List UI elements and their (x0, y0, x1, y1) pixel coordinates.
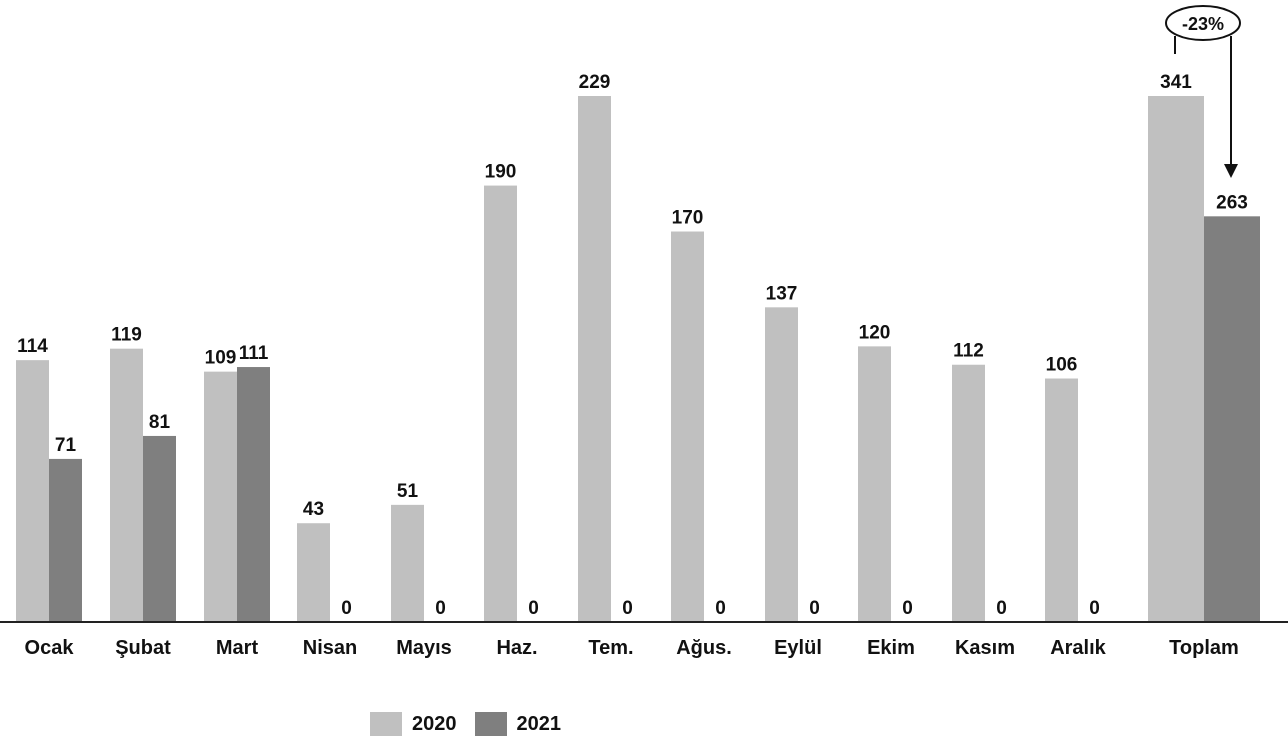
category-label-6: Tem. (588, 637, 633, 659)
value-label-2021-7: 0 (715, 598, 726, 619)
category-label-5: Haz. (496, 637, 537, 659)
category-label-2: Mart (216, 637, 259, 659)
value-label-2020-3: 43 (303, 499, 324, 520)
value-label-2021-9: 0 (902, 598, 913, 619)
bar-2020-4 (391, 504, 424, 622)
value-label-2020-0: 114 (17, 336, 48, 357)
category-label-9: Ekim (867, 637, 915, 659)
value-label-2020-5: 190 (485, 162, 517, 183)
category-label-10: Kasım (955, 637, 1015, 659)
value-label-2021-0: 71 (55, 435, 77, 456)
bar-2021-12 (1204, 216, 1260, 622)
bar-2021-2 (237, 367, 270, 622)
value-label-2020-9: 120 (859, 322, 891, 343)
value-label-2021-8: 0 (809, 598, 820, 619)
category-label-8: Eylül (774, 637, 822, 659)
bar-2020-8 (765, 307, 798, 622)
legend-item-2021: 2021 (474, 712, 562, 736)
value-label-2020-11: 106 (1046, 355, 1078, 376)
category-label-4: Mayıs (396, 637, 452, 659)
value-label-2021-12: 263 (1216, 192, 1248, 213)
value-label-2021-3: 0 (341, 598, 352, 619)
legend-item-2020: 2020 (370, 712, 457, 736)
category-label-1: Şubat (115, 637, 171, 659)
value-label-2021-6: 0 (622, 598, 633, 619)
value-label-2020-1: 119 (111, 325, 142, 346)
value-label-2020-12: 341 (1160, 72, 1192, 93)
value-label-2020-7: 170 (672, 208, 704, 229)
value-label-2021-4: 0 (435, 598, 446, 619)
legend-label-2020: 2020 (412, 712, 457, 735)
legend-swatch-2021 (474, 712, 507, 736)
value-label-2021-11: 0 (1089, 598, 1100, 619)
annotation-bubble (1165, 5, 1241, 41)
category-label-12: Toplam (1169, 637, 1239, 659)
bar-2020-0 (16, 360, 49, 622)
annotation-arrow-head (1224, 164, 1238, 178)
bar-2020-12 (1148, 96, 1204, 622)
bar-2020-10 (952, 364, 985, 622)
value-label-2021-2: 111 (239, 343, 269, 364)
category-label-3: Nisan (303, 637, 357, 659)
value-label-2020-6: 229 (579, 72, 611, 93)
series-2020-bars (16, 96, 1204, 622)
value-label-2020-8: 137 (766, 283, 798, 304)
value-label-2021-10: 0 (996, 598, 1007, 619)
bar-2020-1 (110, 348, 143, 622)
bar-2020-2 (204, 371, 237, 622)
legend-swatch-2020 (370, 712, 402, 736)
category-label-0: Ocak (25, 637, 75, 659)
value-label-2021-1: 81 (149, 412, 171, 433)
legend-label-2021: 2021 (516, 712, 562, 735)
value-labels: 114 71 119 81 109 111 43 0 51 0 190 0 229 0 170 0 137 0 12… (17, 72, 1248, 619)
series-2021-bars (49, 216, 1260, 622)
bar-2020-11 (1045, 378, 1078, 622)
category-label-11: Aralık (1050, 637, 1106, 659)
bar-2020-7 (671, 231, 704, 622)
bar-2021-1 (143, 435, 176, 622)
bar-2020-6 (578, 96, 611, 622)
category-label-7: Ağus. (676, 637, 732, 659)
change-annotation: -23% (1165, 5, 1241, 178)
value-label-2021-5: 0 (528, 598, 539, 619)
value-label-2020-4: 51 (397, 481, 419, 502)
bar-2020-9 (858, 346, 891, 622)
annotation-text: -23% (1182, 14, 1224, 34)
category-labels: Ocak Şubat Mart Nisan Mayıs Haz. Tem. Ağus. Eylü… (25, 637, 1239, 659)
value-label-2020-10: 112 (953, 341, 984, 362)
legend: 2020 2021 (370, 712, 579, 736)
bar-2020-5 (484, 185, 517, 622)
value-label-2020-2: 109 (205, 348, 237, 369)
bar-2021-0 (49, 458, 82, 622)
bar-2020-3 (297, 523, 330, 622)
